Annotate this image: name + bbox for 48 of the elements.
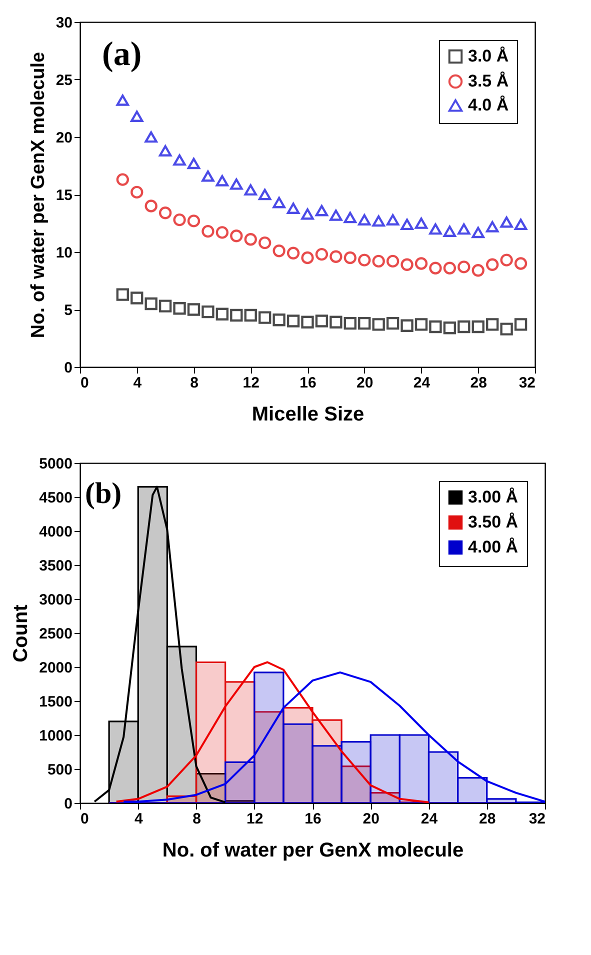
x-tick-label: 32 bbox=[518, 374, 536, 392]
y-tick-label: 3000 bbox=[39, 592, 72, 608]
x-tick-label: 20 bbox=[362, 810, 380, 828]
x-tick-label: 4 bbox=[134, 810, 144, 828]
y-tick-label: 20 bbox=[56, 130, 72, 146]
legend-label: 3.0 Å bbox=[468, 46, 509, 66]
y-tick-label: 2500 bbox=[39, 626, 72, 642]
y-axis-title: No. of water per GenX molecule bbox=[28, 52, 49, 338]
x-tick-label: 24 bbox=[413, 374, 431, 392]
y-tick-label: 5000 bbox=[39, 456, 72, 472]
x-tick-label: 4 bbox=[133, 374, 142, 392]
y-tick-label: 4000 bbox=[39, 524, 72, 540]
x-tick-label: 0 bbox=[80, 374, 89, 392]
x-tick-label: 8 bbox=[190, 374, 198, 392]
legend-label: 4.00 Å bbox=[468, 538, 518, 556]
x-tick-label: 24 bbox=[420, 810, 438, 828]
x-axis-title: No. of water per GenX molecule bbox=[162, 840, 464, 862]
x-axis-title: Micelle Size bbox=[252, 404, 364, 426]
x-tick-label: 20 bbox=[356, 374, 374, 392]
legend-label: 3.5 Å bbox=[468, 72, 509, 90]
y-tick-label: 0 bbox=[64, 360, 72, 376]
legend-label: 3.00 Å bbox=[468, 488, 518, 506]
y-tick-label: 15 bbox=[56, 187, 72, 204]
legend-label: 3.50 Å bbox=[468, 512, 518, 532]
y-tick-label: 3500 bbox=[39, 558, 72, 574]
y-tick-label: 1500 bbox=[39, 694, 72, 710]
x-tick-label: 16 bbox=[304, 810, 322, 828]
x-tick-label: 0 bbox=[80, 810, 89, 828]
y-tick-label: 30 bbox=[56, 14, 72, 32]
x-tick-label: 16 bbox=[300, 374, 316, 392]
y-tick-label: 10 bbox=[56, 244, 72, 262]
y-tick-label: 500 bbox=[47, 762, 72, 778]
x-tick-label: 12 bbox=[242, 374, 260, 392]
x-tick-label: 32 bbox=[528, 810, 546, 828]
y-tick-label: 25 bbox=[56, 72, 72, 89]
x-tick-label: 12 bbox=[246, 810, 264, 828]
x-tick-label: 28 bbox=[470, 374, 487, 392]
y-tick-label: 0 bbox=[64, 796, 72, 812]
legend-label: 4.0 Å bbox=[468, 96, 509, 114]
y-tick-label: 2000 bbox=[39, 660, 72, 676]
y-tick-label: 4500 bbox=[39, 490, 72, 506]
x-tick-label: 28 bbox=[479, 810, 496, 828]
y-tick-label: 1000 bbox=[39, 728, 72, 744]
annotation: (b) bbox=[85, 477, 122, 510]
y-axis-title: Count bbox=[10, 604, 32, 662]
x-tick-label: 8 bbox=[192, 810, 201, 828]
y-tick-label: 5 bbox=[64, 302, 72, 319]
annotation: (a) bbox=[102, 36, 142, 73]
